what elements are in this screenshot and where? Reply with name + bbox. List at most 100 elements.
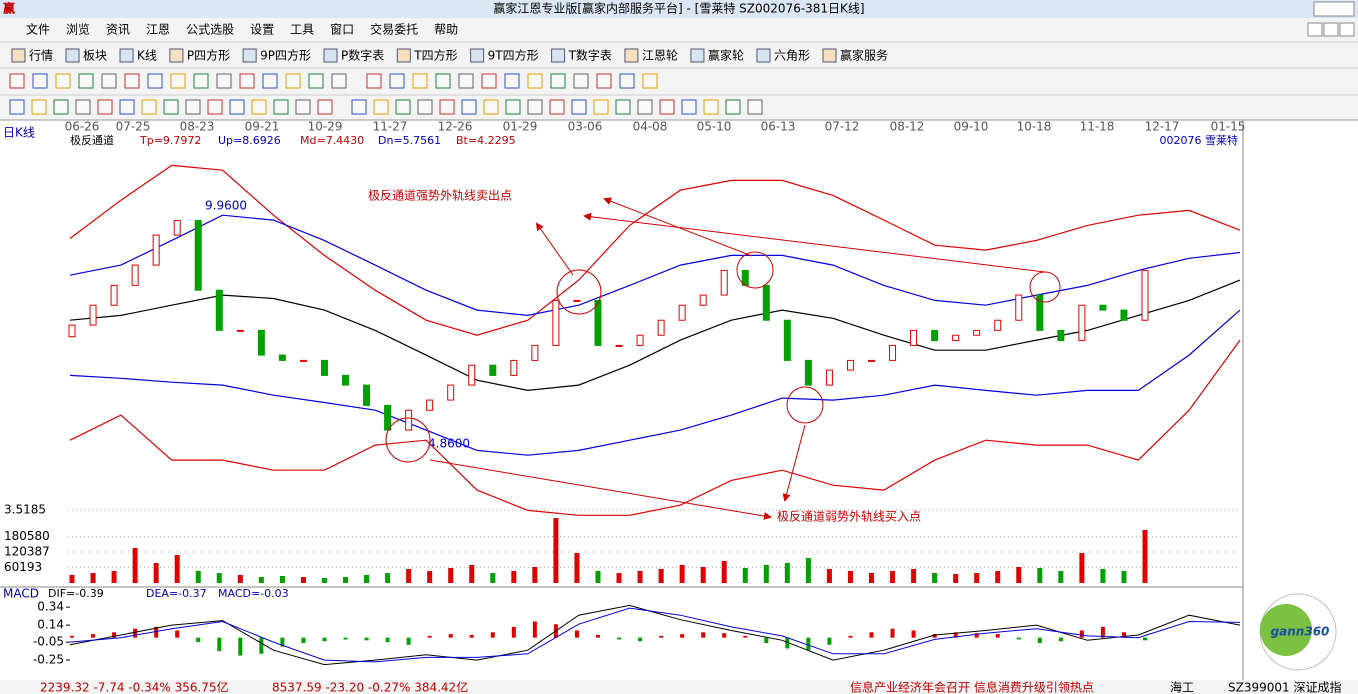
icon-button[interactable] — [97, 99, 113, 115]
icon-button[interactable] — [505, 99, 521, 115]
icon-button[interactable] — [435, 73, 451, 89]
icon-button[interactable] — [331, 73, 347, 89]
icon-button[interactable] — [75, 99, 91, 115]
icon-button[interactable] — [725, 99, 741, 115]
icon-button[interactable] — [461, 99, 477, 115]
close-button[interactable] — [1339, 22, 1355, 37]
tool-button[interactable]: 9P四方形 — [260, 48, 311, 63]
icon-button[interactable] — [55, 73, 71, 89]
menu-item[interactable]: 公式选股 — [186, 23, 234, 37]
icon-button[interactable] — [101, 73, 117, 89]
icon-button[interactable] — [615, 99, 631, 115]
tool-button[interactable]: P四方形 — [187, 48, 230, 63]
tool-button[interactable]: 六角形 — [774, 49, 810, 63]
menu-item[interactable]: 浏览 — [66, 22, 90, 37]
tool-button[interactable]: 行情 — [29, 49, 53, 63]
icon-button[interactable] — [170, 73, 186, 89]
restore-button[interactable] — [1323, 22, 1339, 37]
icon-button[interactable] — [285, 73, 301, 89]
icon-button[interactable] — [373, 99, 389, 115]
icon-button[interactable] — [642, 73, 658, 89]
icon-button[interactable] — [458, 73, 474, 89]
icon-button[interactable] — [216, 73, 232, 89]
icon-button[interactable] — [229, 99, 245, 115]
price-axis-label: 3.5185 — [4, 503, 46, 517]
icon-button[interactable] — [9, 73, 25, 89]
date-label: 12-17 — [1145, 120, 1180, 134]
icon-button[interactable] — [550, 73, 566, 89]
icon-button[interactable] — [262, 73, 278, 89]
tool-button[interactable]: 赢家服务 — [840, 48, 888, 63]
menu-item[interactable]: 窗口 — [330, 23, 354, 37]
icon-button[interactable] — [124, 73, 140, 89]
icon-button[interactable] — [193, 73, 209, 89]
minimize-button[interactable] — [1307, 22, 1323, 37]
icon-button[interactable] — [9, 99, 25, 115]
icon-button[interactable] — [703, 99, 719, 115]
close-window-button[interactable] — [1313, 1, 1355, 17]
icon-button[interactable] — [251, 99, 267, 115]
tool-button[interactable]: T四方形 — [413, 48, 457, 63]
icon-button[interactable] — [637, 99, 653, 115]
icon-button[interactable] — [483, 99, 499, 115]
icon-button[interactable] — [295, 99, 311, 115]
tool-button[interactable]: T数字表 — [568, 48, 612, 63]
menu-item[interactable]: 资讯 — [106, 23, 130, 37]
icon-button[interactable] — [439, 99, 455, 115]
menu-item[interactable]: 设置 — [250, 23, 274, 37]
tool-button[interactable]: 赢家轮 — [708, 48, 744, 63]
icon-button[interactable] — [53, 99, 69, 115]
icon-button[interactable] — [351, 99, 367, 115]
icon-button[interactable] — [417, 99, 433, 115]
icon-button[interactable] — [207, 99, 223, 115]
icon-button[interactable] — [395, 99, 411, 115]
low-label: 4.8600 — [428, 437, 470, 451]
icon-button[interactable] — [366, 73, 382, 89]
icon-button[interactable] — [504, 73, 520, 89]
tool-icon — [169, 48, 184, 63]
icon-button[interactable] — [141, 99, 157, 115]
macd-bar — [490, 632, 495, 638]
menu-item[interactable]: 江恩 — [146, 23, 170, 37]
macd-bar — [911, 630, 916, 638]
icon-button[interactable] — [549, 99, 565, 115]
icon-button[interactable] — [147, 73, 163, 89]
menu-item[interactable]: 文件 — [26, 22, 50, 37]
icon-button[interactable] — [119, 99, 135, 115]
icon-button[interactable] — [619, 73, 635, 89]
menu-item[interactable]: 帮助 — [434, 23, 458, 37]
icon-button[interactable] — [659, 99, 675, 115]
tool-button[interactable]: 9T四方形 — [488, 48, 539, 63]
icon-button[interactable] — [412, 73, 428, 89]
menu-item[interactable]: 工具 — [290, 23, 314, 37]
candle — [573, 299, 581, 302]
candle — [278, 354, 286, 361]
icon-button[interactable] — [481, 73, 497, 89]
icon-button[interactable] — [185, 99, 201, 115]
icon-button[interactable] — [573, 73, 589, 89]
icon-button[interactable] — [389, 73, 405, 89]
icon-button[interactable] — [747, 99, 763, 115]
icon-button[interactable] — [273, 99, 289, 115]
icon-button[interactable] — [239, 73, 255, 89]
icon-button[interactable] — [78, 73, 94, 89]
icon-button[interactable] — [596, 73, 612, 89]
menu-item[interactable]: 交易委托 — [370, 22, 418, 37]
candle — [804, 359, 812, 386]
icon-button[interactable] — [163, 99, 179, 115]
icon-button[interactable] — [32, 73, 48, 89]
icon-button[interactable] — [31, 99, 47, 115]
icon-button[interactable] — [527, 99, 543, 115]
icon-button[interactable] — [317, 99, 333, 115]
icon-button[interactable] — [308, 73, 324, 89]
icon-button[interactable] — [527, 73, 543, 89]
tool-button[interactable]: 板块 — [83, 49, 107, 63]
tool-button[interactable]: 江恩轮 — [642, 49, 678, 63]
tool-button[interactable]: P数字表 — [341, 48, 384, 63]
candle — [489, 364, 497, 376]
icon-button[interactable] — [681, 99, 697, 115]
icon-button[interactable] — [571, 99, 587, 115]
macd-bar — [659, 635, 664, 638]
icon-button[interactable] — [593, 99, 609, 115]
tool-button[interactable]: K线 — [137, 49, 157, 63]
